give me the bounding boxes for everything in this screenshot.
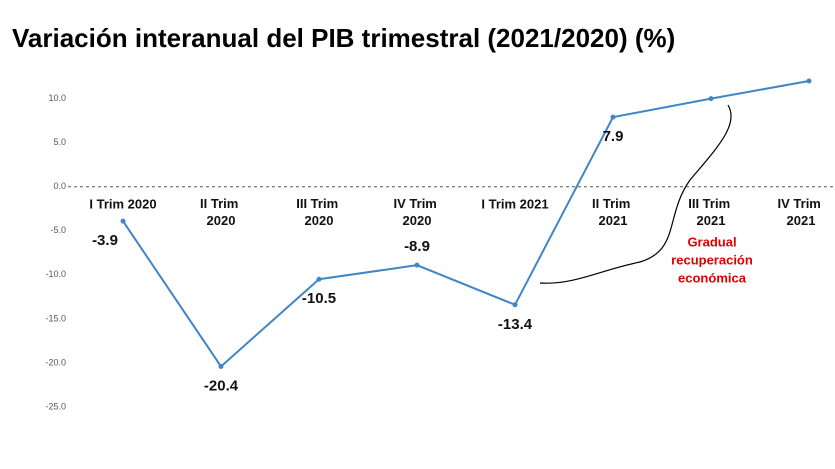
y-tick-label: 5.0	[53, 137, 66, 147]
annotation: recuperación	[671, 252, 753, 267]
value-label: -13.4	[498, 316, 533, 333]
point	[414, 262, 420, 268]
point	[316, 276, 322, 282]
point	[120, 218, 126, 224]
x-tick-label: III Trim 2021	[688, 196, 734, 228]
value-label: 7.9	[603, 128, 624, 145]
brace	[539, 104, 732, 284]
x-tick-label: II Trim 2021	[592, 196, 634, 228]
x-tick-label: III Trim 2020	[296, 196, 342, 228]
chart-title: Variación interanual del PIB trimestral …	[12, 23, 675, 53]
point	[218, 363, 224, 369]
point	[708, 96, 714, 102]
x-tick-label: I Trim 2021	[481, 196, 548, 211]
y-tick-label: -15.0	[45, 313, 66, 323]
point	[610, 114, 616, 120]
value-label: -10.5	[302, 290, 336, 307]
x-tick-label: II Trim 2020	[200, 196, 242, 228]
y-tick-label: -25.0	[45, 401, 66, 411]
x-tick-label: IV Trim 2021	[778, 196, 825, 228]
value-label: -20.4	[204, 377, 239, 394]
point	[806, 78, 812, 84]
x-tick-label: I Trim 2020	[89, 196, 156, 211]
x-tick-label: IV Trim 2020	[394, 196, 441, 228]
y-tick-label: -5.0	[50, 225, 66, 235]
value-label: -8.9	[404, 238, 430, 255]
y-tick-label: 10.0	[48, 93, 66, 103]
annotation: económica	[678, 270, 747, 285]
annotation: Gradual	[687, 234, 736, 249]
value-label: -3.9	[92, 232, 118, 249]
y-tick-label: -20.0	[45, 357, 66, 367]
y-tick-label: -10.0	[45, 269, 66, 279]
line	[122, 80, 810, 368]
y-tick-label: 0.0	[53, 181, 66, 191]
point	[512, 302, 518, 308]
